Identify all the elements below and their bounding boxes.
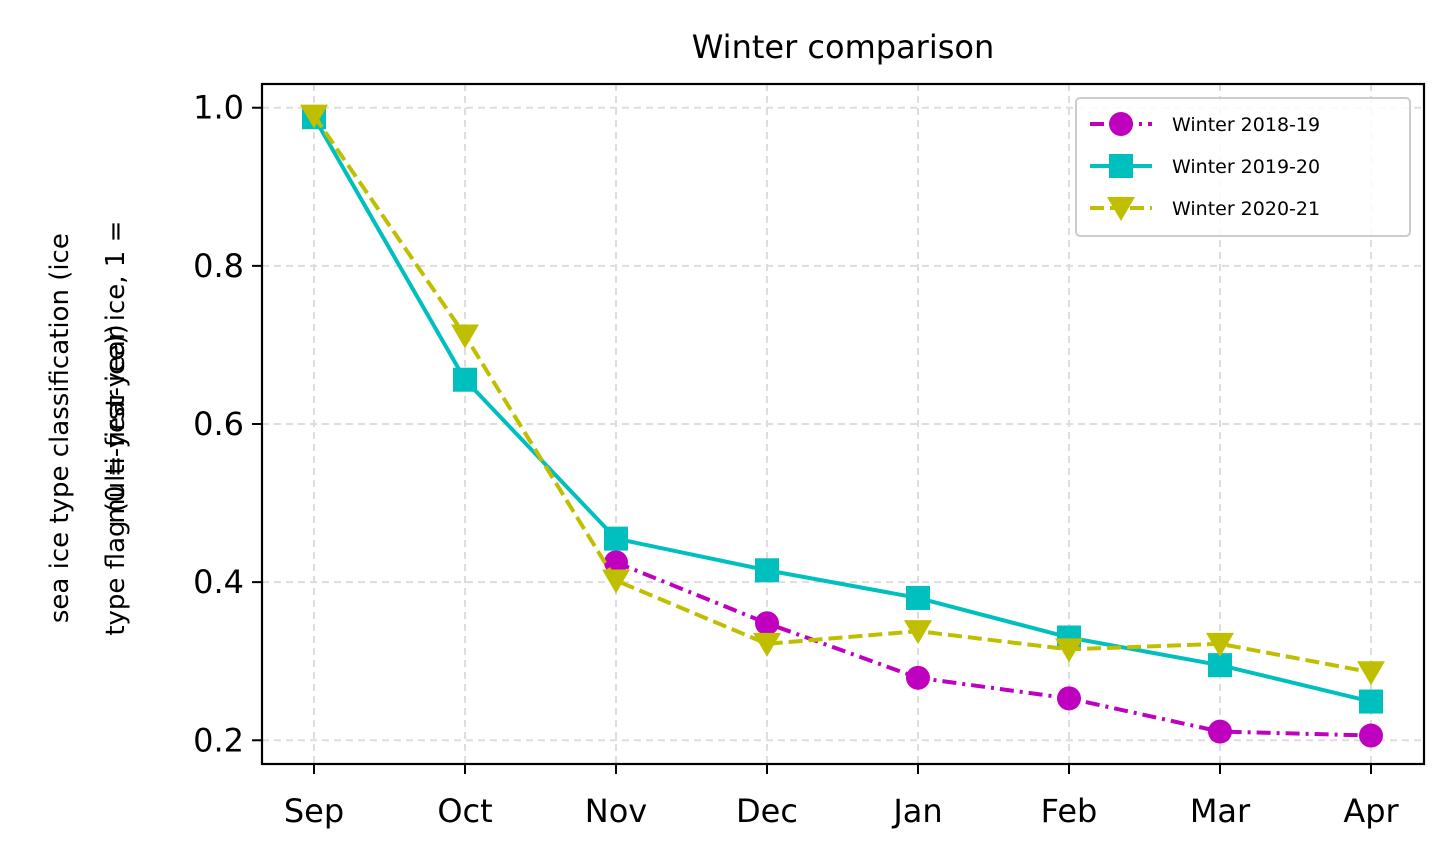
legend-label: Winter 2019-20 bbox=[1172, 156, 1320, 178]
x-tick-label: Dec bbox=[736, 792, 798, 830]
x-tick-label: Mar bbox=[1190, 792, 1251, 830]
series-line bbox=[312, 114, 1372, 675]
data-point bbox=[904, 620, 932, 645]
legend-label: Winter 2020-21 bbox=[1172, 198, 1320, 220]
y-axis-label-line-3: multi-year ice)) bbox=[101, 324, 131, 523]
y-axis-label-line-1: sea ice type classification (ice bbox=[45, 233, 75, 623]
data-point bbox=[753, 632, 781, 657]
y-tick-label: 0.2 bbox=[193, 721, 244, 759]
x-tick-label: Sep bbox=[284, 792, 344, 830]
data-point bbox=[1359, 689, 1383, 714]
y-tick-label: 1.0 bbox=[193, 89, 244, 127]
legend-marker bbox=[1107, 197, 1135, 221]
data-point bbox=[1357, 661, 1385, 686]
y-tick-label: 0.8 bbox=[193, 247, 244, 285]
y-tick-label: 0.4 bbox=[193, 563, 244, 601]
data-point bbox=[1055, 638, 1083, 663]
data-point bbox=[300, 104, 328, 129]
data-point bbox=[906, 585, 930, 610]
x-tick-label: Feb bbox=[1041, 792, 1098, 830]
plot-frame bbox=[260, 82, 1426, 766]
legend-label: Winter 2018-19 bbox=[1172, 114, 1320, 136]
x-tick-label: Oct bbox=[437, 792, 492, 830]
data-point bbox=[1208, 719, 1232, 744]
y-tick-label: 0.6 bbox=[193, 405, 244, 443]
legend: Winter 2018-19 Winter 2019-20 Winter 2020-… bbox=[1075, 97, 1411, 237]
series-3 bbox=[300, 104, 1385, 686]
series-group bbox=[300, 104, 1385, 748]
series-line bbox=[312, 116, 1372, 704]
data-point bbox=[602, 569, 630, 594]
y-axis-label: sea ice type classification (ice type fl… bbox=[45, 212, 131, 635]
data-point bbox=[1208, 653, 1232, 678]
data-point bbox=[1359, 723, 1383, 748]
data-point bbox=[755, 611, 779, 636]
x-tick-label: Nov bbox=[585, 792, 647, 830]
data-point bbox=[1057, 686, 1081, 711]
data-point bbox=[755, 558, 779, 583]
data-point bbox=[1206, 632, 1234, 657]
x-tick-label: Apr bbox=[1343, 792, 1399, 830]
legend-marker bbox=[1109, 112, 1133, 136]
data-point bbox=[451, 324, 479, 349]
data-point bbox=[906, 665, 930, 690]
data-point bbox=[604, 526, 628, 551]
legend-box bbox=[1075, 97, 1411, 237]
x-tick-label: Jan bbox=[891, 792, 942, 830]
series-1 bbox=[604, 550, 1383, 748]
legend-marker bbox=[1109, 154, 1133, 178]
data-point bbox=[453, 367, 477, 392]
y-axis-label-line-2: type flag (0 = first-year ice, 1 = bbox=[101, 221, 131, 636]
series-line bbox=[615, 560, 1372, 738]
axes: Sep Oct Nov Dec Jan Feb Mar Apr 1.0 0.8 0.6 0.4 0.2 bbox=[193, 82, 1426, 830]
chart-title: Winter comparison bbox=[692, 28, 995, 66]
